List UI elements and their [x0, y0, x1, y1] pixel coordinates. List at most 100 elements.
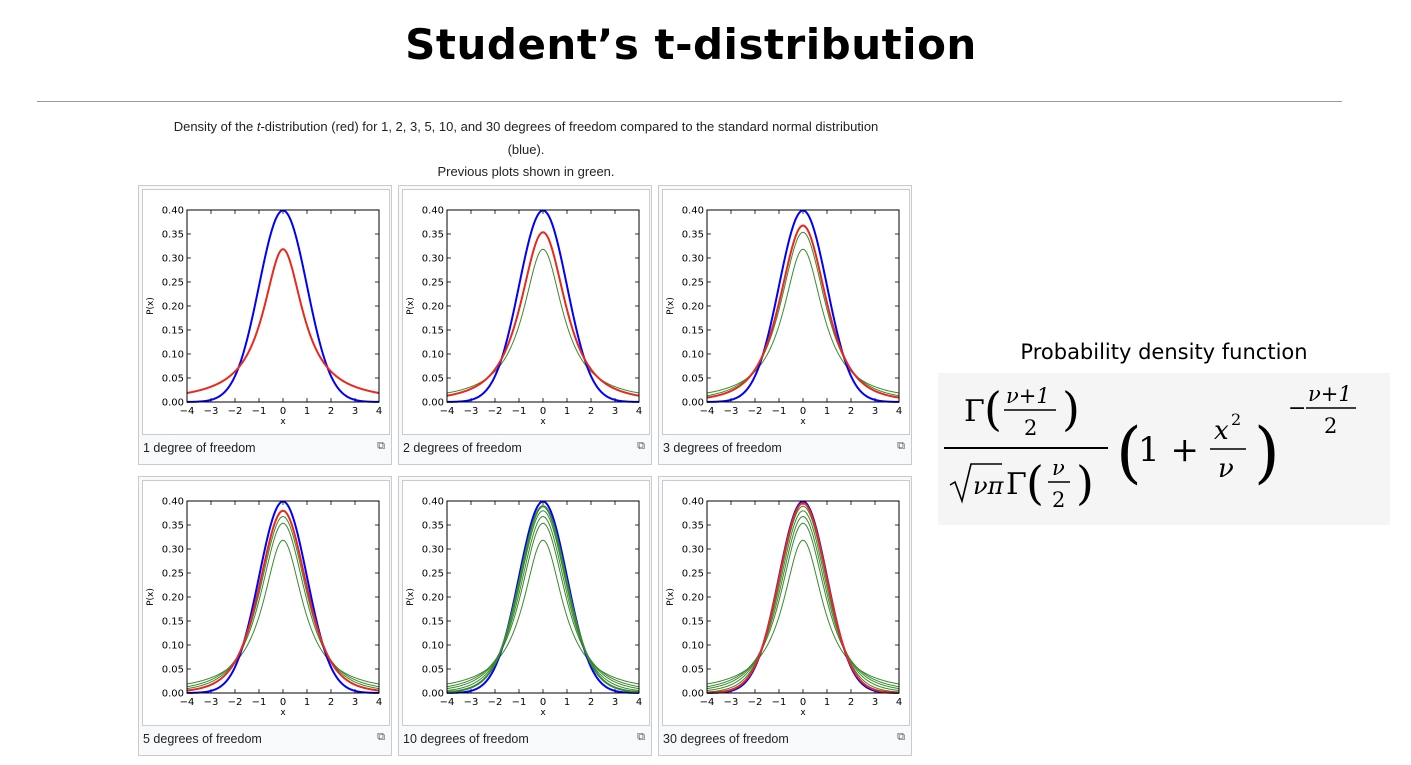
x-tick-label: 2 — [328, 697, 334, 708]
x-tick-label: −4 — [180, 406, 195, 417]
caption-line1-pre: Density of the — [173, 119, 257, 134]
y-tick-label: 0.00 — [682, 398, 704, 409]
x-tick-label: −3 — [464, 406, 479, 417]
y-tick-label: 0.25 — [422, 569, 444, 580]
y-axis-label: P(x) — [406, 588, 416, 606]
y-tick-label: 0.20 — [422, 593, 444, 604]
formula-sqrt-sign — [949, 463, 1002, 504]
formula-den-nu: ν — [1052, 456, 1065, 480]
plot-image[interactable]: 0.00 0.05 0.10 0.15 0.20 0.25 0.30 0.35 0.40 −4 −3… — [662, 480, 910, 726]
current-t-curve — [706, 502, 900, 694]
x-axis-label: x — [540, 708, 546, 718]
enlarge-icon[interactable]: ⧉ — [637, 731, 645, 743]
x-tick-label: −4 — [700, 697, 715, 708]
x-tick-label: 2 — [588, 406, 594, 417]
plot-panel-dof-3[interactable]: 0.00 0.05 0.10 0.15 0.20 0.25 0.30 0.35 0.40 −4 −3… — [658, 185, 912, 465]
page-title: Student’s t-distribution — [405, 20, 977, 69]
x-tick-label: −4 — [440, 697, 455, 708]
formula-gamma-num: Γ — [964, 394, 985, 429]
x-tick-label: 4 — [636, 697, 642, 708]
plot-image[interactable]: 0.00 0.05 0.10 0.15 0.20 0.25 0.30 0.35 0.40 −4 −3… — [402, 189, 650, 435]
x-tick-label: −3 — [724, 697, 739, 708]
previous-t-curve — [186, 516, 380, 690]
plot-frame — [706, 500, 900, 694]
x-tick-label: 1 — [564, 406, 570, 417]
caption-line1-post: -distribution (red) for 1, 2, 3, 5, 10, … — [260, 119, 879, 134]
x-tick-label: −3 — [724, 406, 739, 417]
x-tick-label: −1 — [772, 697, 787, 708]
x-tick-label: 3 — [352, 406, 358, 417]
x-tick-label: 0 — [540, 406, 546, 417]
current-t-curve — [446, 505, 640, 694]
x-tick-label: −2 — [488, 697, 503, 708]
previous-t-curve — [706, 231, 900, 397]
x-tick-label: 2 — [848, 406, 854, 417]
x-tick-label: 1 — [564, 697, 570, 708]
formula-paren-close-den: ) — [1076, 456, 1094, 510]
x-tick-label: −2 — [748, 406, 763, 417]
x-axis-label: x — [800, 708, 806, 718]
formula-x: x — [1214, 416, 1229, 446]
y-tick-label: 0.35 — [162, 521, 184, 532]
y-tick-label: 0.00 — [422, 689, 444, 700]
plot-panel-dof-30[interactable]: 0.00 0.05 0.10 0.15 0.20 0.25 0.30 0.35 0.40 −4 −3… — [658, 476, 912, 756]
enlarge-icon[interactable]: ⧉ — [897, 731, 905, 743]
x-tick-label: 1 — [824, 697, 830, 708]
formula-den-two: 2 — [1052, 488, 1065, 512]
y-tick-label: 0.00 — [162, 398, 184, 409]
plot-caption: 30 degrees of freedom — [663, 732, 789, 746]
previous-t-curve — [186, 539, 380, 685]
y-tick-label: 0.30 — [422, 254, 444, 265]
plot-image[interactable]: 0.00 0.05 0.10 0.15 0.20 0.25 0.30 0.35 0.40 −4 −3… — [142, 189, 390, 435]
pdf-label: Probability density function — [1020, 340, 1308, 364]
y-tick-label: 0.15 — [682, 617, 704, 628]
plot-panel-dof-10[interactable]: 0.00 0.05 0.10 0.15 0.20 0.25 0.30 0.35 0.40 −4 −3… — [398, 476, 652, 756]
normal-curve — [706, 500, 900, 694]
density-chart: 0.00 0.05 0.10 0.15 0.20 0.25 0.30 0.35 0.40 −4 −3… — [666, 497, 902, 719]
plot-panel-dof-2[interactable]: 0.00 0.05 0.10 0.15 0.20 0.25 0.30 0.35 0.40 −4 −3… — [398, 185, 652, 465]
y-tick-label: 0.15 — [682, 326, 704, 337]
caption-line3: Previous plots shown in green. — [437, 164, 615, 179]
formula-sqrt-content: νπ — [973, 472, 1005, 500]
x-tick-label: 3 — [612, 697, 618, 708]
y-tick-label: 0.35 — [682, 521, 704, 532]
enlarge-icon[interactable]: ⧉ — [897, 440, 905, 452]
x-tick-label: −1 — [252, 697, 267, 708]
enlarge-icon[interactable]: ⧉ — [377, 440, 385, 452]
y-tick-label: 0.40 — [682, 497, 704, 508]
plot-image[interactable]: 0.00 0.05 0.10 0.15 0.20 0.25 0.30 0.35 0.40 −4 −3… — [662, 189, 910, 435]
formula-exp-two: 2 — [1324, 414, 1337, 438]
x-tick-label: 2 — [848, 697, 854, 708]
plot-panel-dof-5[interactable]: 0.00 0.05 0.10 0.15 0.20 0.25 0.30 0.35 0.40 −4 −3… — [138, 476, 392, 756]
y-tick-label: 0.25 — [422, 278, 444, 289]
plot-image[interactable]: 0.00 0.05 0.10 0.15 0.20 0.25 0.30 0.35 0.40 −4 −3… — [142, 480, 390, 726]
plot-image[interactable]: 0.00 0.05 0.10 0.15 0.20 0.25 0.30 0.35 0.40 −4 −3… — [402, 480, 650, 726]
y-axis-label: P(x) — [146, 297, 156, 315]
plot-gallery: 0.00 0.05 0.10 0.15 0.20 0.25 0.30 0.35 0.40 −4 −3… — [138, 185, 914, 763]
y-axis-label: P(x) — [146, 588, 156, 606]
enlarge-icon[interactable]: ⧉ — [377, 731, 385, 743]
x-tick-label: −3 — [204, 406, 219, 417]
y-tick-label: 0.10 — [682, 641, 704, 652]
x-tick-label: −1 — [512, 697, 527, 708]
y-tick-label: 0.00 — [422, 398, 444, 409]
figure-caption: Density of the t-distribution (red) for … — [138, 116, 914, 184]
x-tick-label: −3 — [464, 697, 479, 708]
x-tick-label: 2 — [328, 406, 334, 417]
plot-panel-dof-1[interactable]: 0.00 0.05 0.10 0.15 0.20 0.25 0.30 0.35 0.40 −4 −3… — [138, 185, 392, 465]
y-tick-label: 0.35 — [682, 230, 704, 241]
previous-t-curve — [446, 539, 640, 685]
y-tick-label: 0.40 — [422, 497, 444, 508]
enlarge-icon[interactable]: ⧉ — [637, 440, 645, 452]
y-tick-label: 0.10 — [422, 641, 444, 652]
x-tick-label: −4 — [700, 406, 715, 417]
y-tick-label: 0.15 — [162, 326, 184, 337]
x-tick-label: 4 — [376, 406, 382, 417]
title-divider — [37, 101, 1342, 102]
y-tick-label: 0.05 — [422, 374, 444, 385]
y-tick-label: 0.40 — [162, 497, 184, 508]
previous-t-curve — [706, 522, 900, 688]
x-tick-label: 4 — [376, 697, 382, 708]
y-tick-label: 0.15 — [422, 326, 444, 337]
plot-frame — [186, 209, 380, 403]
